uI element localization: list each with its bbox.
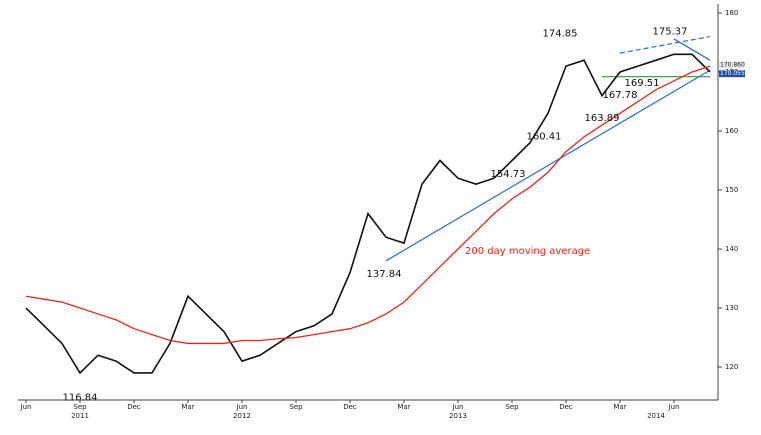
y-tick-label: 180 [725,9,738,17]
x-tick-label: Jun [452,403,464,411]
last-value-label: 170.860 [720,61,745,68]
price-annotation: 174.85 [543,28,578,39]
x-tick-label: Jun [20,403,32,411]
price-annotation: 116.84 [63,393,98,404]
series-label: 200 day moving average [465,246,590,257]
price-annotation: 160.41 [527,132,562,143]
y-tick-label: 130 [725,304,738,312]
x-tick-label: Dec [559,403,573,411]
price-annotation: 167.78 [603,90,638,101]
last-value-label: 170.055 [720,70,745,77]
x-tick-label: Mar [613,403,626,411]
price-annotation: 169.51 [625,78,660,89]
y-tick-label: 120 [725,363,738,371]
x-tick-label: Jun [236,403,248,411]
x-tick-label: Sep [505,403,519,411]
x-tick-label: Jun [668,403,680,411]
x-tick-label: Sep [73,403,87,411]
x-tick-label: Dec [127,403,141,411]
x-tick-label: Mar [181,403,194,411]
price-annotation: 137.84 [367,269,402,280]
price-annotation: 154.73 [491,169,526,180]
year-label: 2012 [233,412,251,420]
x-tick-label: Dec [343,403,357,411]
price-annotation: 175.37 [653,26,688,37]
y-tick-label: 140 [725,245,738,253]
y-tick-label: 150 [725,186,738,194]
x-tick-label: Mar [397,403,410,411]
trendline [619,35,711,54]
year-label: 2014 [647,412,665,420]
last-value-box [719,61,745,69]
plot-area [25,35,711,375]
last-value-box [719,70,745,78]
x-tick-label: Sep [289,403,303,411]
trendline [673,38,711,61]
price-annotation: 163.89 [585,113,620,124]
y-tick-label: 160 [725,127,738,135]
moving-average-line [25,65,711,345]
year-label: 2011 [71,412,89,420]
trendline [385,69,711,262]
year-label: 2013 [449,412,467,420]
price-line [25,53,711,375]
